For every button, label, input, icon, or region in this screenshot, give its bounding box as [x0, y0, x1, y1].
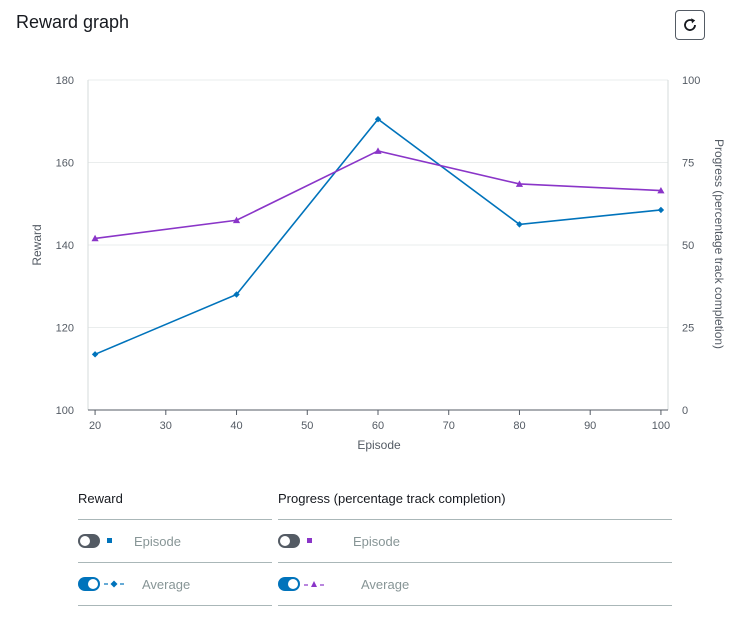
chart-series: [91, 115, 665, 358]
x-tick-label: 60: [372, 420, 384, 432]
progress-point: [515, 180, 524, 187]
series-line-progress: [94, 150, 661, 240]
progress-point: [91, 234, 99, 242]
x-tick-label: 20: [89, 420, 101, 432]
x-tick-label: 30: [160, 420, 172, 432]
reward-point: [516, 221, 523, 228]
progress-point: [374, 147, 382, 154]
diamond-line-icon: [104, 580, 124, 588]
y-tick-label: 140: [56, 240, 74, 252]
y2-axis-title: Progress (percentage track completion): [712, 139, 726, 349]
reward-episode-toggle[interactable]: [78, 534, 100, 548]
y2-tick-label: 0: [682, 405, 688, 417]
x-tick-label: 90: [584, 420, 596, 432]
refresh-button[interactable]: [675, 10, 705, 40]
y2-tick-label: 100: [682, 75, 700, 87]
toggle-knob: [280, 536, 290, 546]
reward-average-toggle[interactable]: [78, 577, 100, 591]
progress-episode-label: Episode: [353, 533, 400, 549]
toggle-knob: [288, 579, 298, 589]
progress-point: [657, 186, 665, 194]
square-marker-icon: [307, 538, 312, 543]
y-tick-label: 120: [56, 323, 74, 335]
y-tick-label: 100: [56, 405, 74, 417]
y-tick-label: 160: [56, 158, 74, 170]
progress-point: [232, 216, 241, 224]
reward-chart: 100 120 140 160 180 0 25 50 75 100 20 30 40 50 60 70 80 9…: [30, 75, 726, 452]
toggle-knob: [88, 579, 98, 589]
x-tick-label: 100: [652, 420, 670, 432]
x-tick-label: 70: [443, 420, 455, 432]
x-tick-label: 40: [230, 420, 242, 432]
y-tick-label: 180: [56, 75, 74, 87]
chart-grid: [88, 79, 668, 411]
x-axis-title: Episode: [357, 438, 401, 452]
toggle-knob: [80, 536, 90, 546]
page-title: Reward graph: [16, 12, 130, 32]
legend-progress-average-row: Average: [278, 563, 672, 606]
legend-reward-title: Reward: [78, 488, 272, 520]
y2-tick-label: 50: [682, 240, 694, 252]
chart-axes: [87, 80, 669, 415]
y2-tick-label: 75: [682, 158, 694, 170]
reward-point: [233, 291, 240, 298]
series-line-reward: [94, 118, 662, 356]
square-marker-icon: [107, 538, 112, 543]
reward-average-label: Average: [142, 576, 191, 592]
y2-tick-label: 25: [682, 323, 694, 335]
y-axis-title: Reward: [30, 224, 44, 265]
chart-ticks: 100 120 140 160 180 0 25 50 75 100 20 30 40 50 60 70 80 9…: [56, 75, 701, 432]
legend-progress-title: Progress (percentage track completion): [278, 488, 672, 520]
legend-reward-episode-row: Episode: [78, 520, 272, 563]
reward-point: [657, 206, 665, 214]
x-tick-label: 80: [513, 420, 525, 432]
legend-progress-episode-row: Episode: [278, 520, 672, 563]
reward-point: [91, 351, 99, 358]
refresh-icon: [684, 18, 696, 31]
x-tick-label: 50: [301, 420, 313, 432]
reward-point: [374, 115, 382, 123]
legend-reward-average-row: Average: [78, 563, 272, 606]
legend-reward: Reward Episode Average: [78, 488, 272, 606]
triangle-line-icon: [304, 581, 324, 587]
reward-episode-label: Episode: [134, 533, 181, 549]
legend-progress: Progress (percentage track completion) E…: [278, 488, 672, 606]
progress-episode-toggle[interactable]: [278, 534, 300, 548]
progress-average-toggle[interactable]: [278, 577, 300, 591]
progress-average-label: Average: [361, 576, 410, 592]
